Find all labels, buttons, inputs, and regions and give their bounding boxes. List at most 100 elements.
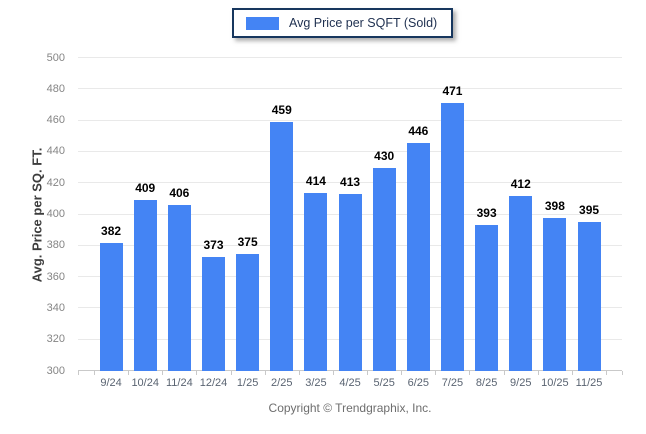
x-tick-label: 12/24 bbox=[199, 377, 228, 389]
bar-slot: 446 6/25 bbox=[401, 58, 435, 389]
y-tick-label: 340 bbox=[46, 301, 65, 314]
y-tick-label: 500 bbox=[46, 51, 65, 64]
gridline bbox=[78, 150, 622, 152]
x-tick-label: 9/24 bbox=[100, 377, 122, 389]
bar-5/25[interactable] bbox=[372, 167, 396, 371]
bar-value-label: 375 bbox=[237, 234, 258, 249]
x-axis-tick bbox=[298, 371, 300, 375]
bar-value-label: 393 bbox=[476, 206, 497, 221]
bar-value-label: 430 bbox=[374, 148, 395, 163]
x-tick-label: 1/25 bbox=[236, 377, 259, 389]
footer-copyright: Copyright © Trendgraphix, Inc. bbox=[268, 401, 432, 415]
x-axis-tick bbox=[435, 371, 437, 375]
x-axis-tick bbox=[162, 371, 164, 375]
bar-slot: 414 3/25 bbox=[299, 58, 333, 389]
gridline bbox=[78, 88, 622, 90]
y-tick-label: 440 bbox=[46, 145, 65, 158]
bar-slot: 413 4/25 bbox=[333, 58, 367, 389]
x-axis-tick bbox=[230, 371, 232, 375]
x-axis-tick bbox=[622, 371, 623, 375]
bar-9/24[interactable] bbox=[99, 242, 123, 371]
bar-value-label: 409 bbox=[135, 181, 156, 196]
bar-value-label: 395 bbox=[579, 203, 600, 218]
bar-slot: 375 1/25 bbox=[231, 58, 265, 389]
x-axis-tick bbox=[606, 371, 607, 375]
x-axis-tick bbox=[367, 371, 369, 375]
y-tick-label: 480 bbox=[46, 82, 65, 95]
bar-8/25[interactable] bbox=[475, 225, 499, 371]
plot-area: 382 9/24 409 10/24 406 11/24 373 12/24 375 1/25 45… bbox=[78, 57, 623, 389]
x-tick-label: 10/25 bbox=[541, 377, 569, 389]
x-tick-label: 5/25 bbox=[373, 377, 395, 389]
x-axis-tick bbox=[78, 371, 79, 375]
bar-1/25[interactable] bbox=[236, 253, 260, 371]
y-axis-labels: 300 320 340 360 380 400 420 440 460 480 500 bbox=[0, 52, 70, 377]
bar-slot: 459 2/25 bbox=[265, 58, 299, 389]
bar-11/25[interactable] bbox=[577, 222, 601, 371]
bar-10/24[interactable] bbox=[133, 200, 157, 371]
bar-value-label: 471 bbox=[442, 84, 463, 99]
bar-slot: 398 10/25 bbox=[538, 58, 572, 389]
x-tick-label: 9/25 bbox=[510, 377, 532, 389]
x-tick-label: 8/25 bbox=[475, 377, 498, 389]
bar-7/25[interactable] bbox=[440, 103, 464, 371]
y-tick-label: 400 bbox=[46, 208, 65, 220]
x-axis-tick bbox=[469, 371, 471, 375]
x-axis-tick bbox=[401, 371, 403, 375]
bar-value-label: 413 bbox=[340, 175, 361, 190]
x-tick-label: 6/25 bbox=[407, 377, 430, 389]
x-tick-label: 10/24 bbox=[131, 377, 159, 389]
bar-value-label: 446 bbox=[408, 123, 429, 138]
bar-value-label: 412 bbox=[510, 176, 531, 191]
x-tick-label: 2/25 bbox=[271, 377, 293, 389]
bar-value-label: 414 bbox=[305, 173, 326, 188]
bar-value-label: 398 bbox=[544, 198, 565, 213]
x-axis-tick bbox=[537, 371, 539, 375]
bar-slot: 382 9/24 bbox=[94, 58, 128, 389]
bar-slot: 412 9/25 bbox=[504, 58, 538, 389]
bar-6/25[interactable] bbox=[406, 142, 430, 371]
bar-10/25[interactable] bbox=[543, 217, 567, 371]
gridline bbox=[78, 57, 622, 58]
y-tick-label: 380 bbox=[46, 239, 65, 252]
x-tick-label: 4/25 bbox=[339, 377, 361, 389]
x-axis-tick bbox=[571, 371, 573, 375]
x-axis-tick bbox=[128, 371, 130, 375]
gridline bbox=[78, 182, 622, 184]
bar-slot: 393 8/25 bbox=[470, 58, 504, 389]
gridline bbox=[78, 119, 622, 121]
bar-9/25[interactable] bbox=[509, 195, 533, 371]
y-tick-label: 300 bbox=[46, 364, 65, 377]
bar-2/25[interactable] bbox=[270, 122, 294, 371]
bar-11/24[interactable] bbox=[167, 205, 191, 371]
legend-swatch-icon bbox=[246, 16, 279, 30]
bar-slot: 430 5/25 bbox=[367, 58, 401, 389]
y-tick-label: 360 bbox=[46, 270, 65, 283]
x-axis-tick bbox=[94, 371, 95, 375]
y-tick-label: 320 bbox=[46, 333, 65, 346]
bar-12/24[interactable] bbox=[201, 256, 225, 371]
bar-value-label: 373 bbox=[203, 237, 224, 252]
bar-slot: 409 10/24 bbox=[128, 58, 162, 389]
bar-value-label: 459 bbox=[271, 103, 292, 118]
bar-3/25[interactable] bbox=[304, 192, 328, 371]
bar-4/25[interactable] bbox=[338, 194, 362, 371]
bars-row: 382 9/24 409 10/24 406 11/24 373 12/24 375 1/25 45… bbox=[94, 58, 606, 389]
x-axis-tick bbox=[196, 371, 198, 375]
bar-slot: 471 7/25 bbox=[435, 58, 469, 389]
x-axis-tick bbox=[503, 371, 505, 375]
y-tick-label: 420 bbox=[46, 176, 65, 189]
y-tick-label: 460 bbox=[46, 114, 65, 127]
x-tick-label: 7/25 bbox=[441, 377, 464, 389]
x-axis-tick bbox=[264, 371, 266, 375]
x-axis-tick bbox=[332, 371, 334, 375]
legend-label: Avg Price per SQFT (Sold) bbox=[289, 16, 438, 30]
x-tick-label: 11/25 bbox=[575, 377, 603, 389]
bar-slot: 373 12/24 bbox=[196, 58, 230, 389]
bar-slot: 406 11/24 bbox=[162, 58, 196, 389]
x-tick-label: 11/24 bbox=[165, 377, 193, 389]
bar-value-label: 382 bbox=[101, 223, 122, 238]
bar-slot: 395 11/25 bbox=[572, 58, 606, 389]
legend[interactable]: Avg Price per SQFT (Sold) bbox=[232, 8, 454, 38]
